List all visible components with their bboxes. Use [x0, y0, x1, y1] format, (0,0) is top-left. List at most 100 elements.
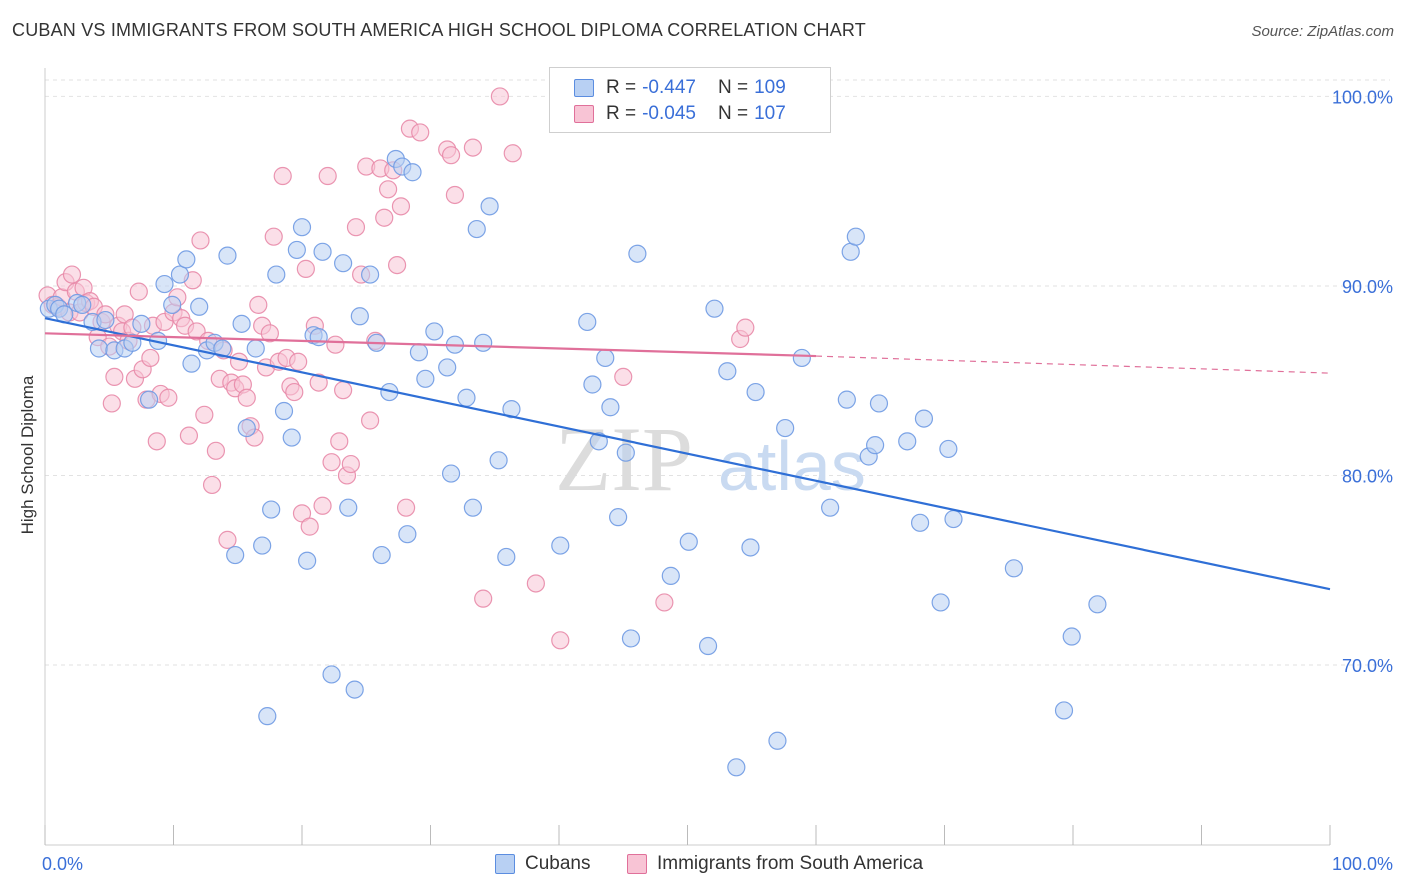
- data-point: [841, 242, 860, 261]
- data-point: [939, 439, 958, 459]
- axes: [44, 68, 1331, 846]
- data-point: [768, 731, 787, 750]
- data-point: [457, 388, 476, 407]
- data-point: [249, 295, 268, 314]
- data-point: [621, 629, 641, 648]
- data-point: [463, 498, 483, 517]
- data-point: [298, 551, 317, 570]
- data-point: [232, 314, 251, 333]
- data-point: [213, 339, 232, 358]
- data-point: [1004, 559, 1023, 578]
- data-point: [73, 295, 92, 314]
- data-point: [206, 441, 226, 460]
- data-point: [718, 362, 737, 381]
- data-point: [467, 219, 486, 239]
- data-point: [132, 314, 151, 333]
- y-tick-label: 90.0%: [1342, 277, 1393, 297]
- data-point: [698, 636, 718, 656]
- y-tick-label: 80.0%: [1342, 466, 1393, 486]
- data-point: [334, 254, 353, 273]
- data-point: [296, 259, 315, 278]
- data-point: [229, 352, 249, 371]
- data-point: [869, 394, 889, 413]
- data-point: [89, 339, 109, 358]
- data-point: [289, 352, 308, 371]
- legend-r-label: R =: [606, 103, 637, 124]
- data-point: [776, 418, 795, 438]
- chart-title: CUBAN VS IMMIGRANTS FROM SOUTH AMERICA H…: [12, 20, 866, 40]
- data-point: [341, 454, 360, 474]
- x-tick-label-min: 0.0%: [42, 854, 83, 874]
- y-tick-label: 100.0%: [1332, 87, 1393, 107]
- data-point: [425, 322, 444, 341]
- data-point: [313, 496, 332, 515]
- grid-lines: [45, 79, 1390, 666]
- data-point: [438, 358, 457, 377]
- source-label: Source: ZipAtlas.com: [1251, 23, 1394, 40]
- data-point: [409, 343, 429, 362]
- data-point: [403, 163, 422, 182]
- data-point: [551, 631, 570, 650]
- data-point: [1062, 627, 1081, 646]
- data-point: [746, 382, 765, 402]
- data-point: [441, 146, 461, 165]
- data-point: [96, 310, 115, 330]
- data-point: [480, 197, 499, 216]
- data-point: [237, 388, 256, 407]
- data-point: [736, 318, 755, 337]
- data-point: [285, 382, 304, 402]
- data-point: [326, 335, 345, 354]
- data-point: [273, 166, 292, 186]
- data-point: [679, 532, 698, 551]
- data-point: [139, 390, 159, 409]
- data-point: [102, 394, 121, 413]
- data-point: [318, 166, 337, 186]
- data-point: [396, 498, 416, 517]
- bottom-legend-immigrants: Immigrants from South America: [627, 853, 923, 875]
- data-point: [195, 405, 214, 424]
- data-point: [846, 227, 865, 246]
- data-point: [264, 227, 283, 246]
- trend-line-immigrants-extension: [815, 355, 1331, 374]
- data-point: [526, 574, 545, 593]
- series-cubans-points: [39, 149, 1107, 777]
- bottom-legend-label-cubans: Cubans: [525, 853, 591, 874]
- legend-row-cubans: R = -0.447 N = 109: [574, 76, 808, 100]
- data-point: [551, 536, 570, 555]
- data-point: [334, 381, 353, 400]
- data-point: [914, 409, 934, 428]
- data-point: [282, 428, 301, 447]
- legend-n-label: N =: [717, 77, 749, 98]
- legend-n-value-immigrants: 107: [754, 103, 786, 124]
- data-point: [398, 525, 417, 544]
- data-point: [416, 369, 435, 388]
- data-point: [237, 418, 256, 438]
- bottom-legend-label-immigrants: Immigrants from South America: [657, 853, 924, 874]
- data-point: [490, 87, 509, 106]
- data-point: [821, 498, 840, 517]
- data-point: [628, 244, 647, 263]
- data-point: [191, 231, 210, 250]
- data-point: [616, 443, 635, 462]
- data-point: [309, 373, 328, 392]
- data-point: [601, 398, 620, 417]
- data-point: [661, 566, 680, 585]
- data-point: [497, 547, 516, 567]
- stats-legend: R = -0.447 N = 109 R = -0.045 N = 107: [549, 67, 831, 133]
- data-point: [944, 509, 963, 529]
- data-point: [445, 185, 465, 205]
- data-point: [378, 180, 398, 199]
- legend-r-value-immigrants: -0.045: [642, 103, 696, 124]
- data-point: [489, 451, 508, 470]
- data-point: [345, 680, 364, 699]
- legend-swatch-immigrants: [574, 105, 594, 123]
- data-point: [655, 593, 674, 612]
- data-point: [578, 312, 597, 332]
- legend-row-immigrants: R = -0.045 N = 107: [574, 102, 808, 126]
- data-point: [474, 589, 493, 608]
- data-point: [202, 475, 222, 495]
- data-point: [322, 453, 341, 472]
- data-point: [141, 348, 160, 368]
- data-point: [155, 274, 174, 294]
